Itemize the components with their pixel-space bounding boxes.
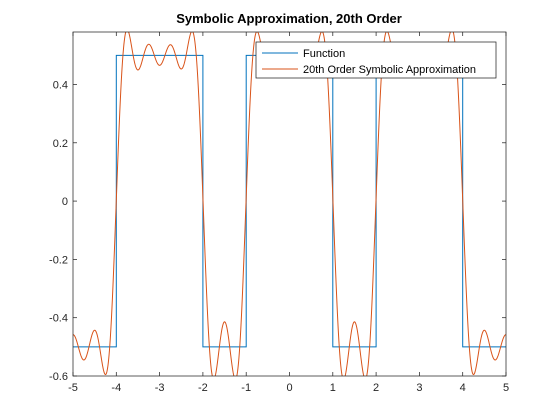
legend-label-approximation: 20th Order Symbolic Approximation [303, 64, 476, 76]
legend[interactable]: Function 20th Order Symbolic Approximati… [255, 41, 497, 79]
x-tick-label: -4 [111, 382, 121, 394]
y-tick-label: -0.6 [49, 371, 68, 383]
y-tick-label: -0.4 [49, 313, 68, 325]
legend-box [255, 41, 497, 79]
x-tick-label: -2 [198, 382, 208, 394]
x-tick-label: 5 [503, 382, 509, 394]
y-tick-label: 0.2 [53, 138, 68, 150]
y-tick-label: 0 [62, 196, 68, 208]
x-tick-label: -3 [155, 382, 165, 394]
legend-label-function: Function [303, 48, 345, 60]
x-tick-label: 2 [373, 382, 379, 394]
y-tick-label: -0.2 [49, 254, 68, 266]
x-tick-label: -1 [241, 382, 251, 394]
y-tick-label: 0.4 [53, 79, 68, 91]
axes-background [73, 32, 506, 376]
x-tick-label: -5 [68, 382, 78, 394]
x-tick-label: 3 [416, 382, 422, 394]
chart-title: Symbolic Approximation, 20th Order [176, 11, 402, 26]
x-tick-label: 0 [286, 382, 292, 394]
ticks-layer: -5 -4 -3 -2 -1 0 1 2 3 4 5 -0.6 -0.4 -0.2 0 0.2 0.4 [49, 32, 509, 394]
x-tick-label: 4 [460, 382, 466, 394]
plot-area: -5 -4 -3 -2 -1 0 1 2 3 4 5 -0.6 -0.4 -0.2 0 0.2 0.4 [49, 31, 509, 394]
x-tick-label: 1 [330, 382, 336, 394]
